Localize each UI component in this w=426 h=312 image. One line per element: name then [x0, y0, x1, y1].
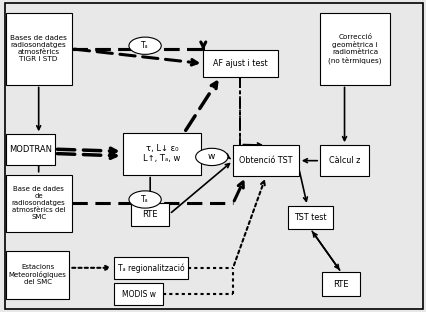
FancyBboxPatch shape: [122, 133, 201, 175]
Text: Tₐ regionalització: Tₐ regionalització: [118, 263, 184, 273]
FancyBboxPatch shape: [6, 134, 55, 165]
Text: AF ajust i test: AF ajust i test: [213, 59, 267, 68]
Ellipse shape: [195, 148, 227, 166]
Text: MODTRAN: MODTRAN: [9, 145, 52, 154]
FancyBboxPatch shape: [114, 283, 163, 305]
Text: Tₐ: Tₐ: [141, 195, 149, 204]
Text: Correcció
geomètrica i
radiomètrica
(no tèrmiques): Correcció geomètrica i radiomètrica (no …: [328, 34, 381, 64]
FancyBboxPatch shape: [6, 13, 72, 85]
Ellipse shape: [129, 37, 161, 54]
Text: τ, L↓ ε₀
L↑, Tₐ, w: τ, L↓ ε₀ L↑, Tₐ, w: [143, 144, 180, 163]
FancyBboxPatch shape: [131, 202, 169, 226]
Text: RTE: RTE: [333, 280, 348, 289]
Text: Estacions
Meteorológiques
del SMC: Estacions Meteorológiques del SMC: [9, 264, 66, 285]
Text: w: w: [207, 153, 215, 161]
FancyBboxPatch shape: [288, 206, 332, 229]
FancyBboxPatch shape: [6, 251, 69, 299]
Text: Base de dades
de
radiosondatges
atmosfèrics del
SMC: Base de dades de radiosondatges atmosfèr…: [12, 186, 66, 220]
Text: RTE: RTE: [142, 210, 158, 219]
FancyBboxPatch shape: [114, 257, 188, 279]
FancyBboxPatch shape: [233, 145, 298, 176]
Text: Tₐ: Tₐ: [141, 41, 149, 50]
Text: MODIS w: MODIS w: [121, 290, 155, 299]
Text: Bases de dades
radiosondatges
atmosfèrics
TIGR I STD: Bases de dades radiosondatges atmosfèric…: [10, 35, 67, 62]
FancyBboxPatch shape: [322, 272, 360, 296]
FancyBboxPatch shape: [6, 175, 72, 232]
Text: TST test: TST test: [294, 213, 326, 222]
FancyBboxPatch shape: [320, 13, 389, 85]
FancyBboxPatch shape: [320, 145, 368, 176]
Ellipse shape: [129, 191, 161, 208]
FancyBboxPatch shape: [203, 51, 277, 77]
Text: Càlcul z: Càlcul z: [328, 156, 360, 165]
Text: Obtenció TST: Obtenció TST: [239, 156, 292, 165]
